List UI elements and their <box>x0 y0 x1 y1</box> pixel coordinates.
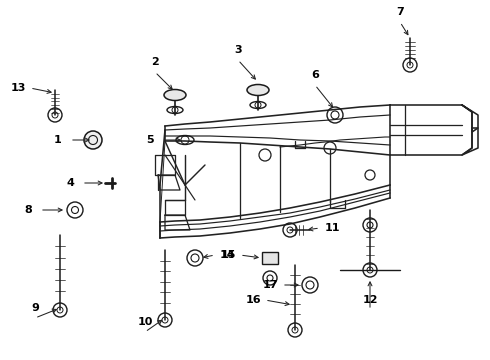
Text: 9: 9 <box>31 303 39 313</box>
Text: 3: 3 <box>234 45 242 55</box>
Ellipse shape <box>164 90 186 100</box>
Text: 12: 12 <box>362 295 378 305</box>
Circle shape <box>84 131 102 149</box>
Text: 14: 14 <box>219 250 235 260</box>
Text: 4: 4 <box>66 178 74 188</box>
Text: 8: 8 <box>24 205 32 215</box>
Text: 11: 11 <box>324 223 340 233</box>
Text: 16: 16 <box>245 295 261 305</box>
Text: 6: 6 <box>311 70 319 80</box>
Ellipse shape <box>247 85 269 95</box>
Text: 10: 10 <box>137 317 153 327</box>
FancyBboxPatch shape <box>262 252 278 264</box>
Text: 17: 17 <box>262 280 278 290</box>
Text: 7: 7 <box>396 7 404 17</box>
Text: 13: 13 <box>10 83 25 93</box>
Text: 5: 5 <box>146 135 154 145</box>
Text: 15: 15 <box>220 250 236 260</box>
Text: 2: 2 <box>151 57 159 67</box>
Text: 1: 1 <box>54 135 62 145</box>
